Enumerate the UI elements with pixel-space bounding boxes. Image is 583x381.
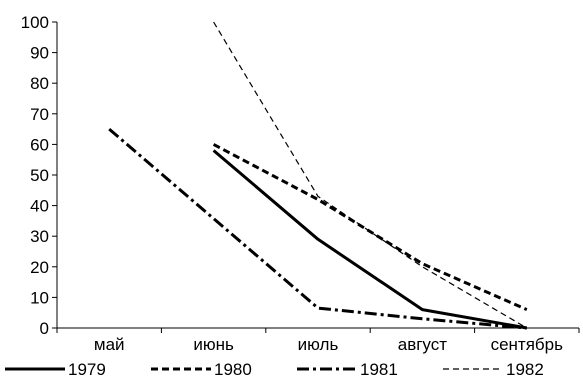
- y-tick-label: 40: [30, 197, 49, 216]
- y-tick-label: 80: [30, 74, 49, 93]
- y-tick-label: 100: [21, 13, 49, 32]
- series-line-1979: [212, 149, 528, 330]
- x-axis-ticks: май июнь июль август сентябрь: [56, 328, 580, 354]
- y-tick-label: 10: [30, 288, 49, 307]
- series-line-1982: [213, 21, 528, 329]
- y-tick-label: 20: [30, 258, 49, 277]
- legend-label-1980: 1980: [214, 360, 252, 379]
- x-tick-label: июль: [298, 335, 339, 354]
- series-line-1981: [108, 127, 527, 330]
- y-tick-label: 50: [30, 166, 49, 185]
- x-tick-label: июнь: [193, 335, 234, 354]
- legend-label-1979: 1979: [68, 360, 106, 379]
- y-tick-label: 0: [40, 319, 49, 338]
- y-axis-ticks: 0 10 20 30 40 50 60 70 80 90 100: [21, 13, 57, 338]
- y-tick-label: 70: [30, 105, 49, 124]
- x-tick-label: сентябрь: [491, 335, 564, 354]
- x-tick-label: май: [94, 335, 125, 354]
- y-tick-label: 60: [30, 135, 49, 154]
- chart-axes: [56, 22, 579, 329]
- y-tick-label: 30: [30, 227, 49, 246]
- chart-series: [108, 21, 528, 330]
- y-tick-label: 90: [30, 44, 49, 63]
- x-tick-label: август: [398, 335, 447, 354]
- legend-label-1981: 1981: [360, 360, 398, 379]
- legend-label-1982: 1982: [506, 360, 544, 379]
- chart-legend: 1979 1980 1981 1982: [5, 360, 544, 379]
- series-line-1980: [212, 143, 528, 311]
